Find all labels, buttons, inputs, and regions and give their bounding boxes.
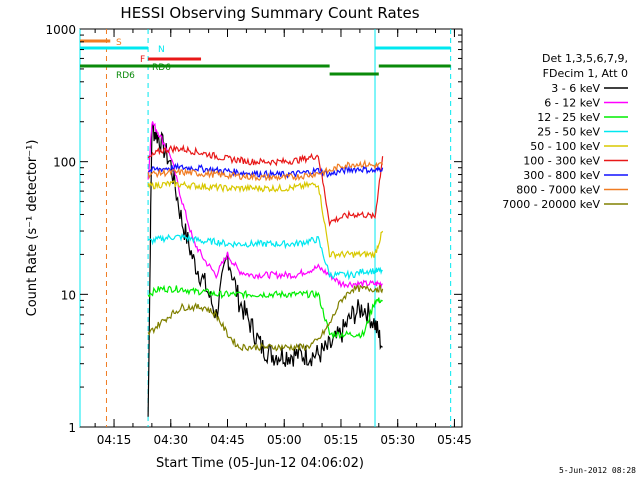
legend-label-6: 300 - 800 keV: [523, 169, 600, 182]
x-tick-label-2: 04:45: [210, 433, 245, 447]
flag-label-1: N: [158, 45, 165, 55]
flag-label-4: RD6: [116, 71, 135, 81]
legend-label-8: 7000 - 20000 keV: [502, 198, 600, 211]
flag-label-0: S: [116, 38, 122, 48]
plot-frame: [79, 28, 463, 428]
instrument-markers: [79, 29, 452, 427]
generation-timestamp: 5-Jun-2012 08:28: [559, 466, 636, 475]
series-line-4: [147, 180, 384, 260]
series-line-5: [147, 144, 384, 227]
observing-flags: S N F RD6 RD6: [80, 38, 451, 81]
legend-header-line-2: FDecim 1, Att 0: [543, 67, 628, 80]
legend-label-1: 6 - 12 keV: [544, 97, 600, 110]
legend-header-line-1: Det 1,3,5,6,7,9,: [542, 52, 628, 65]
legend-label-2: 12 - 25 keV: [537, 111, 600, 124]
legend-label-7: 800 - 7000 keV: [516, 184, 600, 197]
chart-title: HESSI Observing Summary Count Rates: [120, 4, 419, 22]
series-line-3: [148, 232, 383, 281]
y-tick-label-0: 1: [68, 421, 76, 435]
legend-label-5: 100 - 300 keV: [523, 155, 600, 168]
series-line-7: [147, 159, 384, 182]
series-line-0: [147, 121, 383, 417]
x-tick-label-4: 05:15: [324, 433, 359, 447]
axes: 04:15 04:30 04:45 05:00 05:15 05:30 05:45 1 10 10…: [45, 23, 471, 447]
y-tick-label-1: 10: [61, 288, 76, 302]
flag-label-2: F: [140, 55, 145, 65]
x-tick-label-5: 05:30: [380, 433, 415, 447]
legend: Det 1,3,5,6,7,9, FDecim 1, Att 0 3 - 6 k…: [502, 52, 628, 211]
x-tick-label-0: 04:15: [97, 433, 132, 447]
series-lines: [147, 121, 384, 417]
y-tick-label-3: 1000: [45, 23, 76, 37]
flag-label-3: RD6: [152, 63, 171, 73]
series-line-2: [147, 284, 383, 340]
y-axis-label: Count Rate (s⁻¹ detector⁻¹): [25, 140, 40, 317]
legend-label-3: 25 - 50 keV: [537, 126, 600, 139]
y-tick-label-2: 100: [53, 156, 76, 170]
x-tick-label-6: 05:45: [437, 433, 472, 447]
series-line-8: [147, 284, 384, 352]
x-tick-label-1: 04:30: [153, 433, 188, 447]
legend-label-0: 3 - 6 keV: [551, 82, 600, 95]
x-tick-label-3: 05:00: [267, 433, 302, 447]
legend-label-4: 50 - 100 keV: [530, 140, 600, 153]
x-axis-label: Start Time (05-Jun-12 04:06:02): [156, 456, 364, 471]
